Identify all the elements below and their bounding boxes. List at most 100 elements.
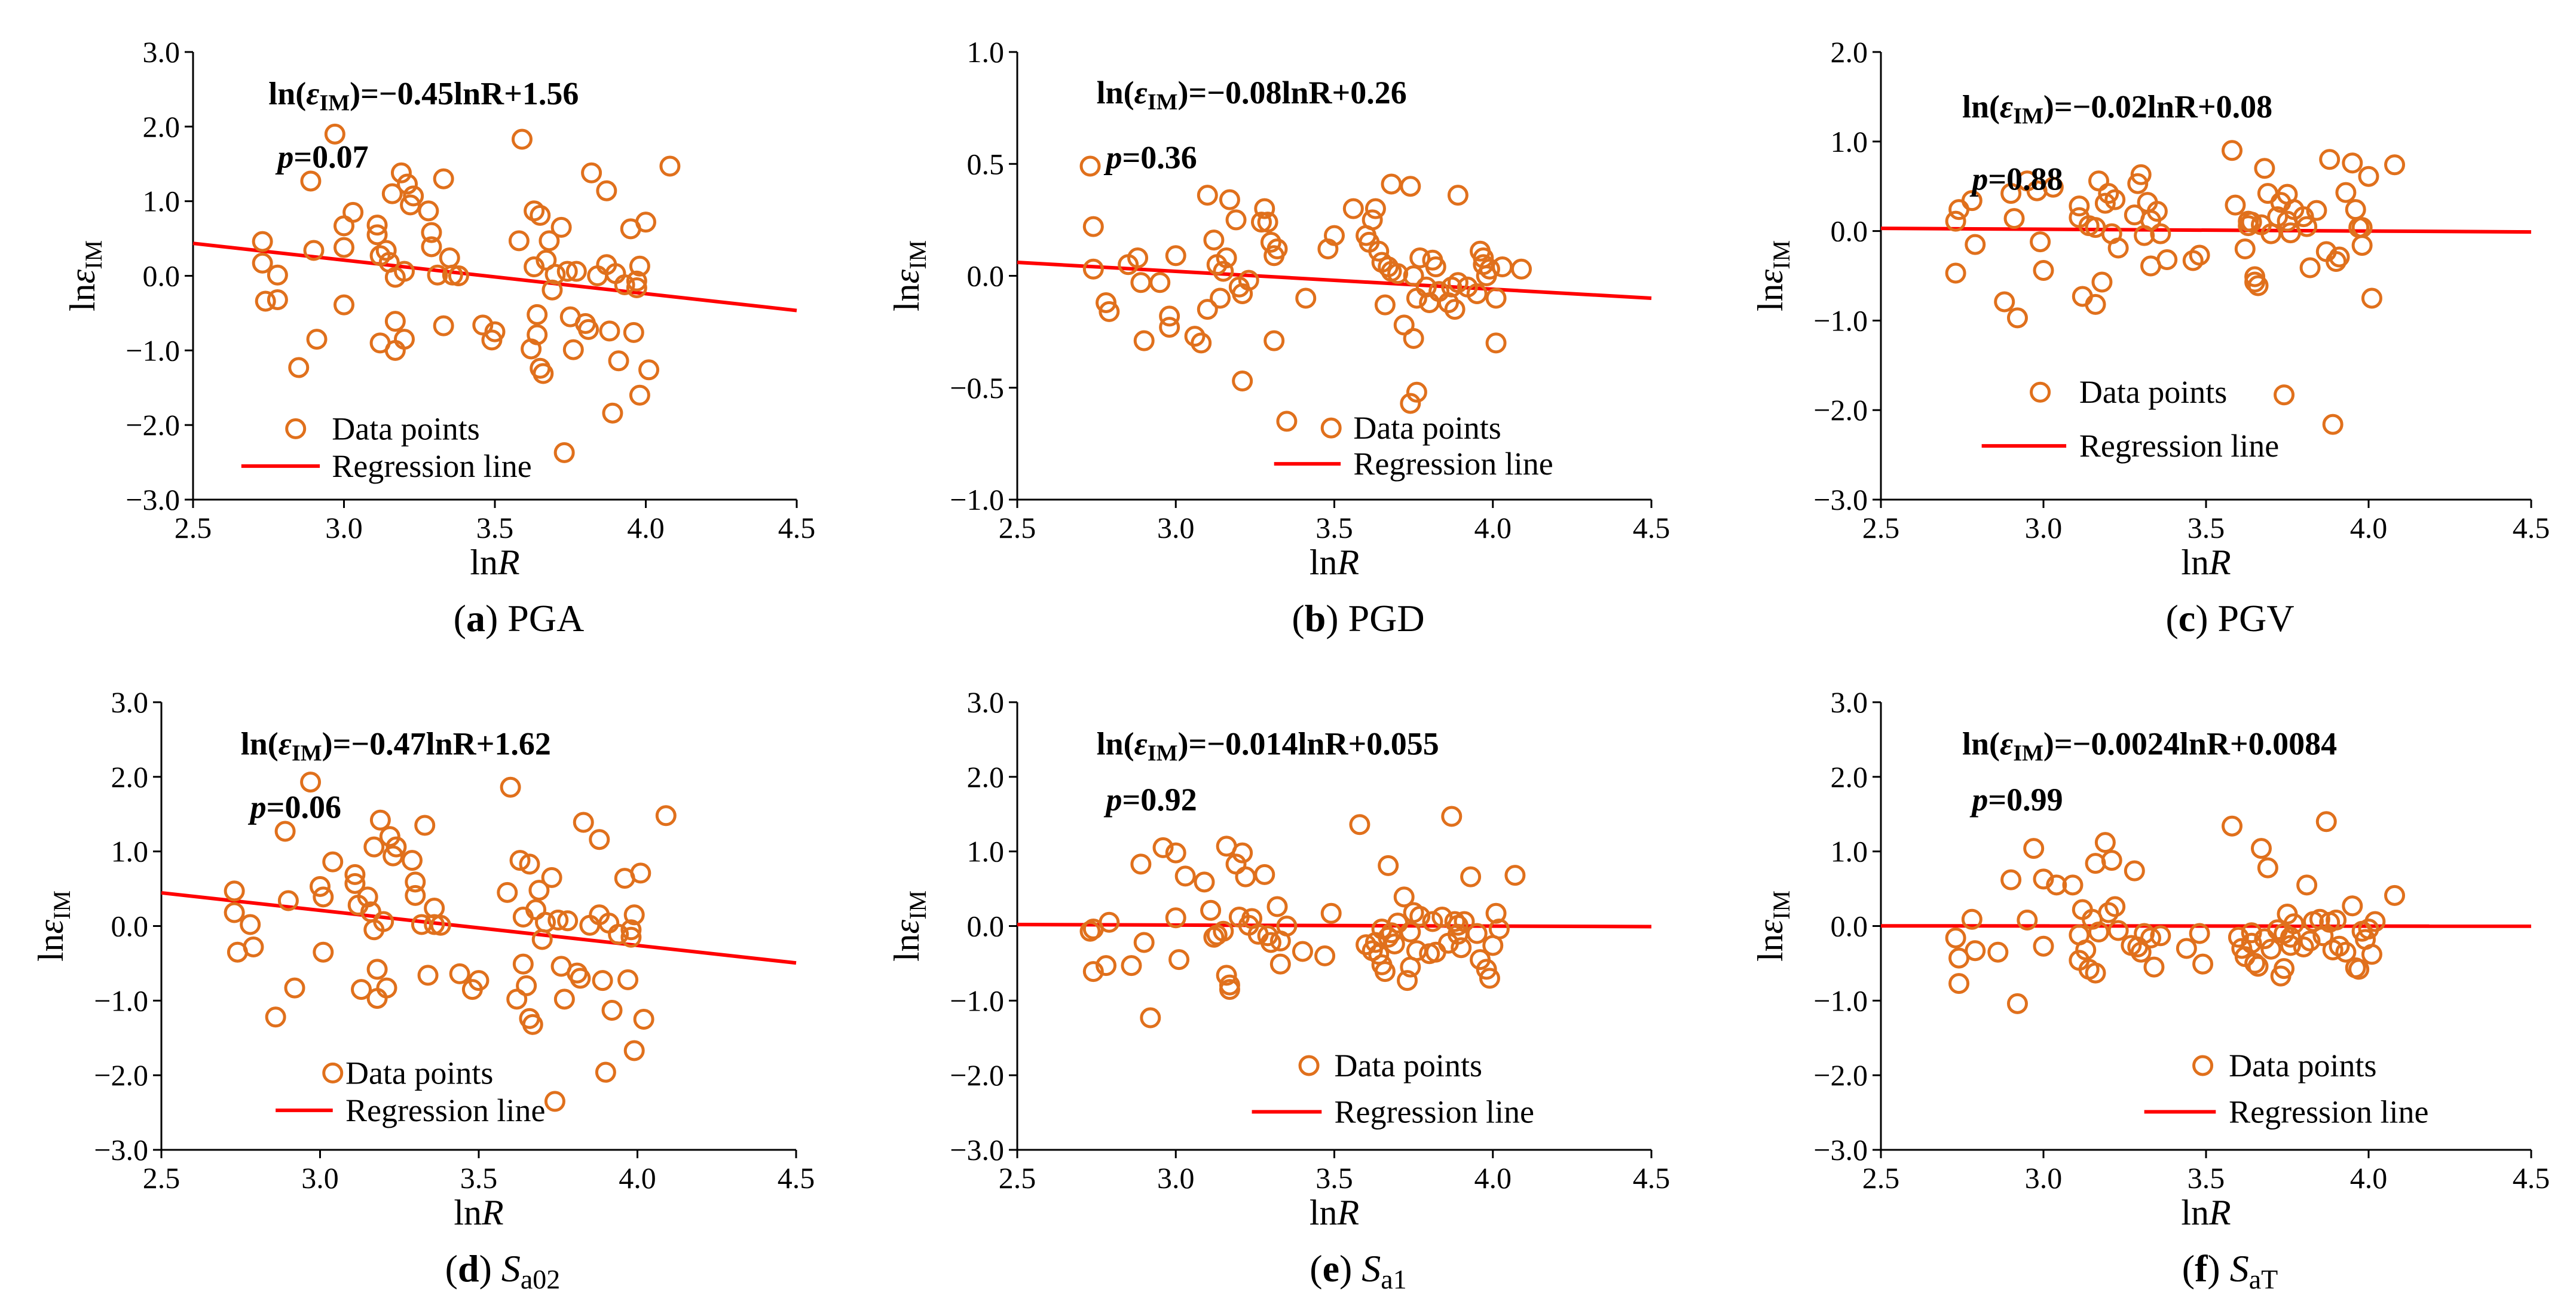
- data-point: [1948, 973, 1970, 994]
- data-point: [2033, 868, 2054, 890]
- data-point: [1431, 907, 1453, 928]
- x-tick-label: 3.0: [2025, 511, 2063, 544]
- data-point: [1994, 291, 2015, 313]
- data-point: [557, 910, 579, 932]
- data-point: [1454, 911, 1475, 932]
- data-point: [334, 237, 354, 258]
- data-point: [1250, 212, 1272, 233]
- data-point: [1476, 959, 1497, 980]
- data-point: [384, 311, 406, 332]
- x-tick-label: 3.0: [1157, 511, 1195, 544]
- data-point: [381, 183, 403, 204]
- regression-equation: ln(εIM)=−0.45lnR+1.56: [268, 75, 579, 115]
- p-value: p=0.07: [275, 139, 368, 175]
- data-point: [1127, 247, 1149, 269]
- data-point: [1437, 292, 1459, 313]
- data-point: [376, 977, 397, 999]
- data-point: [623, 904, 645, 926]
- data-point: [383, 845, 404, 867]
- y-tick-label: 3.0: [1831, 685, 1868, 719]
- data-point: [539, 230, 560, 252]
- panel-caption: (b) PGD: [1292, 597, 1424, 639]
- y-axis-label: lnεIM: [31, 890, 75, 962]
- data-point: [1213, 920, 1234, 942]
- data-point: [2384, 154, 2406, 176]
- data-point: [403, 185, 424, 207]
- x-tick-label: 3.0: [1157, 1161, 1195, 1195]
- data-point: [1425, 256, 1446, 278]
- x-axis-label: lnR: [2181, 543, 2231, 582]
- p-value: p=0.92: [1104, 782, 1197, 818]
- data-point: [1130, 272, 1152, 293]
- data-point: [2247, 956, 2269, 977]
- data-point: [1263, 330, 1285, 351]
- data-point: [240, 914, 261, 935]
- data-point: [2351, 235, 2373, 256]
- y-axis-label: lnεIM: [1751, 890, 1795, 962]
- data-point: [288, 357, 310, 378]
- data-point: [626, 270, 647, 292]
- data-point: [2254, 158, 2275, 179]
- data-point: [1400, 921, 1421, 942]
- legend-label-line: Regression line: [1335, 1094, 1534, 1130]
- data-point: [468, 970, 489, 991]
- data-point: [390, 162, 412, 183]
- data-point: [1342, 198, 1364, 219]
- data-point: [1479, 258, 1500, 280]
- data-point: [1254, 198, 1275, 219]
- data-point: [2042, 176, 2064, 198]
- data-point: [1406, 940, 1427, 962]
- y-tick-label: 3.0: [111, 685, 149, 719]
- data-point: [1961, 908, 1983, 930]
- panel-b: 2.5 3.0 3.5 4.0 4.5 −1.0 −0.5 0.0 0.5 1.0 lnR lnεIM…: [887, 35, 1670, 639]
- legend-label-points: Data points: [332, 411, 479, 446]
- data-point: [1200, 899, 1222, 921]
- data-point: [620, 919, 642, 941]
- regression-line: [1880, 227, 2532, 234]
- data-point: [497, 882, 518, 903]
- data-point: [1165, 842, 1186, 864]
- legend-marker-points: [322, 1062, 344, 1084]
- y-tick-label: −1.0: [1813, 984, 1868, 1017]
- data-point: [375, 240, 397, 261]
- data-point: [2062, 874, 2084, 896]
- data-point: [1504, 865, 1526, 886]
- data-point: [1232, 371, 1253, 392]
- data-point: [535, 911, 556, 933]
- legend-label-line: Regression line: [345, 1092, 545, 1128]
- data-point: [1400, 176, 1421, 197]
- y-tick-label: 1.0: [967, 35, 1005, 69]
- data-point: [366, 224, 388, 246]
- legend-label-line: Regression line: [1353, 446, 1553, 482]
- data-point: [2006, 993, 2028, 1014]
- data-point: [2192, 953, 2214, 975]
- data-point: [1362, 209, 1383, 231]
- data-point: [2329, 246, 2350, 268]
- legend-marker-points: [1320, 417, 1342, 439]
- legend-marker-points: [2030, 381, 2051, 403]
- data-point: [1133, 330, 1155, 351]
- data-point: [1441, 806, 1463, 827]
- data-point: [659, 155, 681, 177]
- data-point: [562, 339, 584, 360]
- data-point: [527, 324, 548, 345]
- data-point: [1965, 234, 1986, 255]
- y-tick-label: −1.0: [94, 984, 148, 1017]
- panel-caption: (c) PGV: [2165, 597, 2294, 639]
- data-point: [544, 264, 566, 285]
- data-point: [2098, 902, 2119, 923]
- legend-label-points: Data points: [1353, 410, 1501, 446]
- panel-c: 2.5 3.0 3.5 4.0 4.5 −3.0 −2.0 −1.0 0.0 1.0 2.0 lnR l…: [1751, 35, 2550, 639]
- data-point: [541, 279, 563, 301]
- data-point: [2189, 923, 2210, 944]
- data-point: [334, 294, 354, 316]
- x-tick-label: 4.5: [2513, 511, 2550, 544]
- data-point: [400, 194, 421, 216]
- data-point: [2326, 251, 2347, 273]
- data-point: [620, 926, 642, 948]
- data-point: [1393, 886, 1415, 908]
- data-point: [522, 1014, 543, 1035]
- panel-e: 2.5 3.0 3.5 4.0 4.5 −3.0 −2.0 −1.0 0.0 1.0 2.0 3.0 l…: [887, 685, 1670, 1294]
- data-point: [506, 988, 528, 1010]
- data-point: [589, 829, 610, 850]
